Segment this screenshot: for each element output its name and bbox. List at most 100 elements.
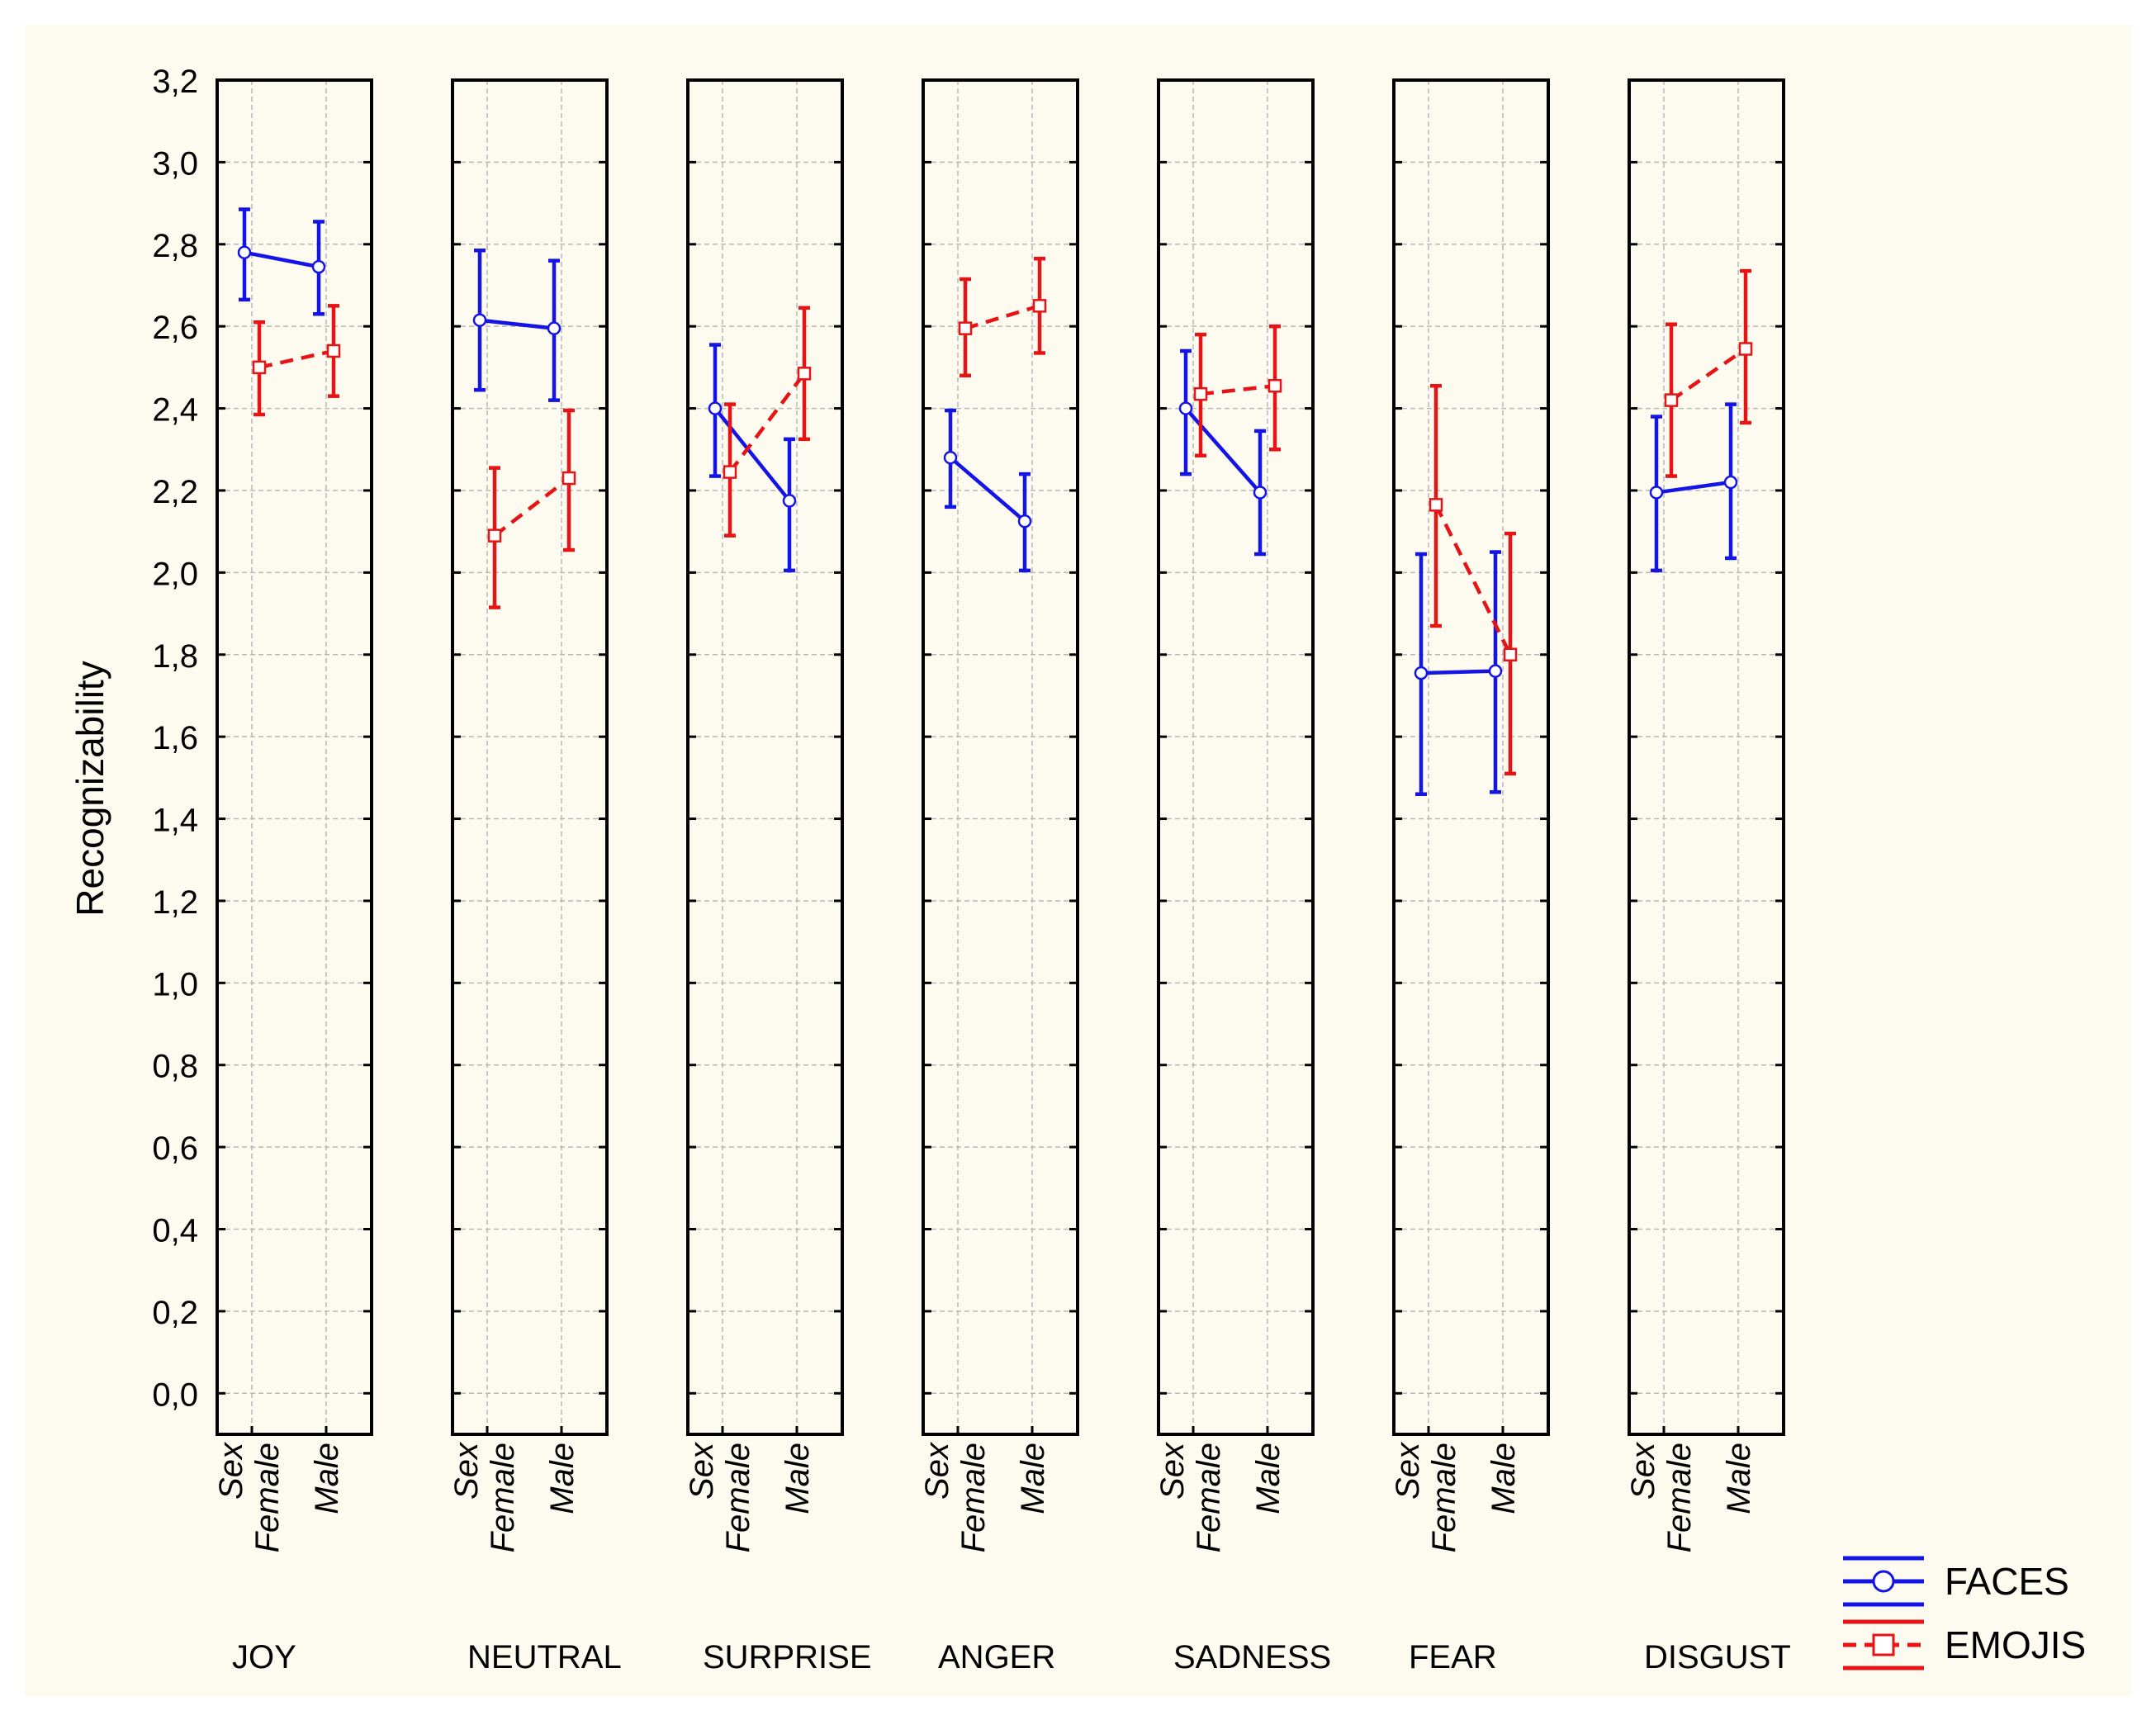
faces-line [949, 456, 1026, 523]
emojis-marker [958, 321, 973, 335]
faces-marker [708, 401, 723, 415]
panel-frame [1392, 78, 1550, 1436]
faces-marker [1253, 486, 1268, 500]
factor-label: Sex [1625, 1441, 1661, 1500]
y-axis-label: Recognizability [69, 661, 111, 916]
faces-line [1184, 407, 1262, 494]
x-tick-label-female: Female [955, 1443, 992, 1552]
y-tick-label: 0,8 [152, 1049, 198, 1085]
faces-marker [472, 313, 487, 327]
y-tick-label: 1,6 [152, 720, 198, 756]
emojis-line [258, 348, 334, 370]
y-tick-label: 0,6 [152, 1130, 198, 1167]
panel-anger: Sex Female Male ANGER [919, 78, 1079, 1675]
emojis-marker [797, 367, 812, 381]
x-tick-label-female: Female [485, 1443, 521, 1552]
panel-title: JOY [232, 1639, 296, 1675]
faces-marker [1414, 666, 1429, 680]
x-tick-label-male: Male [544, 1443, 580, 1514]
x-tick-label-female: Female [1191, 1443, 1227, 1552]
factor-label: Sex [919, 1441, 955, 1500]
emojis-line [964, 304, 1040, 330]
emojis-marker [562, 471, 576, 486]
panel-frame [922, 78, 1079, 1436]
emojis-marker [1664, 393, 1679, 407]
faces-marker [1178, 401, 1193, 415]
y-tick-label: 1,0 [152, 966, 198, 1002]
emojis-marker [1193, 386, 1208, 401]
faces-line [713, 407, 791, 502]
faces-marker [1017, 514, 1032, 528]
emojis-line [1670, 347, 1747, 402]
y-tick-label: 0,4 [152, 1213, 198, 1249]
y-tick-label: 2,6 [152, 310, 198, 346]
legend-label: FACES [1945, 1560, 2069, 1603]
panel-neutral: Sex Female Male NEUTRAL [448, 78, 622, 1675]
faces-marker [1649, 486, 1664, 500]
faces-marker [1723, 475, 1738, 490]
panel-frame [216, 78, 373, 1436]
panels-group: 0,0 0,2 0,4 0,6 0,8 1,0 1,2 1,4 1,6 1,8 2,0 2,2 2,4 2… [152, 64, 1790, 1675]
panel-frame [686, 78, 844, 1436]
emojis-marker [326, 344, 341, 358]
panel-sadness: Sex Female Male SADNESS [1154, 78, 1331, 1675]
panel-title: ANGER [938, 1639, 1055, 1675]
x-tick-label-male: Male [309, 1443, 345, 1514]
factor-label: Sex [1154, 1441, 1191, 1500]
emojis-marker [723, 465, 737, 479]
factor-label: Sex [1390, 1441, 1426, 1500]
y-tick-label: 0,0 [152, 1377, 198, 1413]
y-tick-label: 1,8 [152, 638, 198, 675]
panel-fear: Sex Female Male FEAR [1390, 78, 1550, 1675]
legend-marker-square [1872, 1633, 1895, 1656]
faces-line [479, 318, 555, 330]
x-tick-label-female: Female [249, 1443, 286, 1552]
panel-title: SADNESS [1173, 1639, 1331, 1675]
y-tick-label: 2,4 [152, 392, 198, 429]
faces-marker [943, 450, 958, 465]
y-tick-label: 2,8 [152, 228, 198, 264]
faces-line [1420, 669, 1496, 675]
emojis-marker [1268, 378, 1282, 393]
panel-title: NEUTRAL [467, 1639, 622, 1675]
y-tick-label: 2,0 [152, 556, 198, 592]
x-tick-label-male: Male [1721, 1443, 1757, 1514]
faces-marker [311, 259, 326, 274]
factor-label: Sex [213, 1441, 249, 1500]
emojis-line [493, 476, 571, 538]
panel-joy: Sex Female Male JOY [213, 78, 373, 1675]
emojis-marker [487, 528, 502, 543]
faces-marker [547, 321, 562, 335]
y-tick-label: 2,2 [152, 474, 198, 510]
panel-title: DISGUST [1644, 1639, 1791, 1675]
panel-surprise: Sex Female Male SURPRISE [684, 78, 872, 1675]
y-tick-label: 3,0 [152, 145, 198, 182]
y-tick-label: 3,2 [152, 64, 198, 100]
faces-line [244, 250, 320, 269]
y-tick-label: 0,2 [152, 1295, 198, 1331]
faces-marker [782, 494, 797, 508]
emojis-marker [252, 360, 267, 375]
legend: FACES EMOJIS [1843, 1556, 2086, 1671]
legend-marker-circle [1872, 1570, 1895, 1593]
panel-title: SURPRISE [703, 1639, 872, 1675]
emojis-marker [1429, 498, 1443, 512]
x-tick-label-male: Male [1015, 1443, 1051, 1514]
emojis-marker [1503, 647, 1518, 662]
panel-disgust: Sex Female Male DISGUST [1625, 78, 1791, 1675]
panel-frame [1628, 78, 1785, 1436]
factor-label: Sex [448, 1441, 485, 1500]
x-tick-label-female: Female [1426, 1443, 1462, 1552]
x-tick-label-female: Female [720, 1443, 756, 1552]
x-tick-label-male: Male [1250, 1443, 1286, 1514]
faces-marker [1488, 664, 1503, 678]
panel-frame [1157, 78, 1315, 1436]
x-tick-label-male: Male [1486, 1443, 1522, 1514]
emojis-line [1200, 384, 1276, 396]
x-tick-label-male: Male [779, 1443, 816, 1514]
emojis-marker [1738, 342, 1753, 356]
y-tick-label: 1,2 [152, 884, 198, 921]
legend-label: EMOJIS [1945, 1623, 2086, 1666]
emojis-line [1433, 504, 1513, 656]
